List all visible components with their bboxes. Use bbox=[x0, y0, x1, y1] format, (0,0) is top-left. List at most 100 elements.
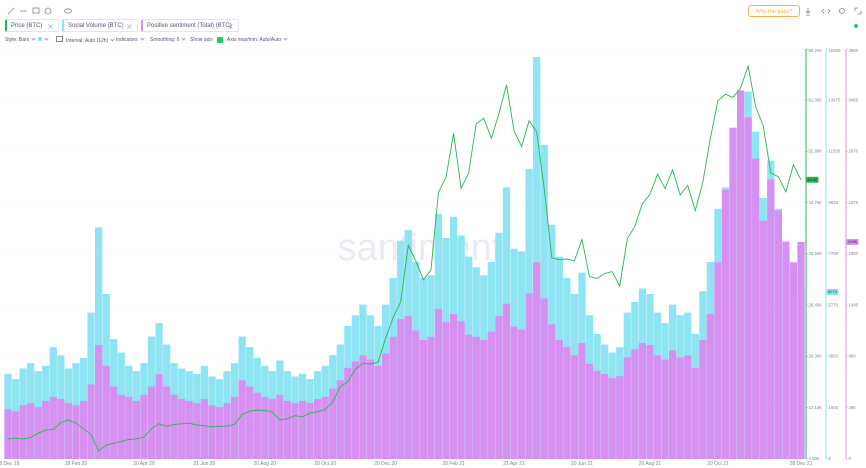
tab-close[interactable] bbox=[228, 24, 233, 29]
y-tick-label: 3960 bbox=[849, 48, 859, 53]
bar bbox=[427, 336, 435, 459]
x-tick-label: 20 Jun 21 bbox=[571, 461, 593, 467]
watermark: santiment bbox=[338, 227, 503, 269]
top-toolbar bbox=[7, 7, 862, 16]
bar bbox=[283, 401, 292, 459]
y-tick-label: 0 bbox=[829, 456, 832, 461]
tab-label: Price (BTC) bbox=[11, 23, 43, 29]
bar bbox=[268, 398, 276, 459]
tab-label: Positive sentiment (Total) (BTC) bbox=[147, 23, 232, 29]
bar bbox=[162, 386, 171, 459]
y-tick-label: 1980 bbox=[849, 251, 859, 256]
bar bbox=[4, 409, 12, 459]
tab-close[interactable] bbox=[127, 24, 132, 29]
indicators-label: Indicators bbox=[116, 37, 138, 43]
axis-range-label: Axis max/min: Auto/Auto bbox=[227, 37, 282, 43]
bar bbox=[691, 367, 699, 459]
interval-select[interactable]: Interval: Auto (12h) bbox=[56, 36, 115, 45]
x-tick-label: 20 Aug 20 bbox=[254, 461, 277, 467]
bar bbox=[95, 227, 103, 459]
last-value-badge bbox=[806, 176, 819, 183]
indicators-select[interactable]: Indicators bbox=[116, 36, 145, 44]
y-tick-label: 15400 bbox=[829, 48, 842, 53]
y-tick-label: 36.60K bbox=[809, 251, 823, 256]
style-label: Style: Bars bbox=[5, 37, 30, 43]
color-select[interactable] bbox=[38, 36, 49, 44]
y-tick-label: 20.30K bbox=[809, 354, 823, 359]
bar bbox=[525, 293, 533, 459]
bar bbox=[178, 398, 186, 459]
draw-line-icon[interactable] bbox=[7, 7, 15, 15]
y-tick-label: 4.00K bbox=[809, 456, 820, 461]
bar bbox=[298, 401, 307, 459]
bar bbox=[631, 349, 639, 459]
tab-close[interactable] bbox=[48, 24, 53, 29]
bar bbox=[329, 388, 337, 459]
bar bbox=[608, 378, 616, 459]
bar bbox=[344, 367, 352, 459]
bar bbox=[555, 339, 563, 459]
bar bbox=[238, 380, 246, 459]
show-axis-toggle[interactable]: Show axis bbox=[190, 36, 223, 44]
bar bbox=[306, 403, 314, 459]
emoji-icon[interactable] bbox=[44, 7, 52, 15]
bar bbox=[230, 396, 239, 459]
bar bbox=[314, 398, 322, 459]
bar bbox=[767, 179, 775, 460]
metric-tab[interactable]: Positive sentiment (Total) (BTC) bbox=[141, 19, 239, 32]
bar bbox=[638, 343, 647, 459]
bar bbox=[359, 355, 367, 459]
bar bbox=[782, 241, 790, 459]
comment-icon[interactable] bbox=[32, 7, 40, 14]
fullscreen-icon[interactable] bbox=[854, 7, 862, 15]
y-tick-label: 1485 bbox=[849, 302, 859, 307]
style-select[interactable]: Style: Bars bbox=[5, 36, 36, 44]
price-line bbox=[7, 64, 802, 452]
download-icon[interactable] bbox=[805, 8, 811, 16]
bar bbox=[19, 405, 27, 459]
why-gaps-button[interactable]: Why the gaps? bbox=[748, 5, 800, 17]
bar bbox=[404, 316, 412, 459]
x-tick-label: 20 Feb 21 bbox=[442, 461, 465, 467]
bar bbox=[351, 361, 360, 459]
bar bbox=[49, 396, 57, 459]
axis-range-select[interactable]: Axis max/min: Auto/Auto bbox=[227, 36, 288, 44]
bar bbox=[200, 398, 208, 459]
y-tick-label: 495 bbox=[849, 405, 857, 410]
bar bbox=[480, 339, 488, 459]
bar bbox=[563, 347, 571, 459]
bar bbox=[147, 386, 156, 459]
bar bbox=[699, 339, 707, 459]
bar bbox=[578, 343, 586, 459]
metric-tab[interactable]: Social Volume (BTC) bbox=[62, 19, 138, 32]
bar bbox=[548, 324, 556, 459]
interval-label: Interval: Auto (12h) bbox=[66, 38, 109, 44]
bar bbox=[321, 396, 329, 459]
x-tick-label: 20 Dec 20 bbox=[374, 461, 397, 467]
bar bbox=[442, 322, 450, 459]
bar bbox=[102, 365, 110, 459]
bar bbox=[570, 355, 579, 459]
bar bbox=[110, 386, 118, 459]
bar bbox=[140, 394, 148, 459]
bar bbox=[366, 359, 375, 459]
bar bbox=[585, 363, 594, 459]
y-tick-label: 990 bbox=[849, 354, 857, 359]
settings-icon[interactable] bbox=[839, 8, 845, 14]
bar bbox=[95, 345, 103, 459]
y-tick-label: 9625 bbox=[829, 200, 839, 205]
bar bbox=[170, 394, 178, 459]
bar bbox=[64, 403, 73, 459]
metric-tab[interactable]: Price (BTC) bbox=[5, 19, 59, 32]
bar bbox=[759, 220, 767, 459]
bar bbox=[601, 374, 609, 459]
y-tick-label: 13475 bbox=[829, 97, 842, 102]
embed-icon[interactable] bbox=[821, 8, 831, 14]
bar bbox=[434, 308, 443, 459]
eye-icon[interactable] bbox=[64, 8, 72, 14]
y-tick-label: 28.45K bbox=[809, 302, 823, 307]
bar bbox=[412, 330, 420, 459]
last-value-badge bbox=[826, 288, 839, 295]
smoothing-select[interactable]: Smoothing: 6 bbox=[150, 36, 187, 44]
